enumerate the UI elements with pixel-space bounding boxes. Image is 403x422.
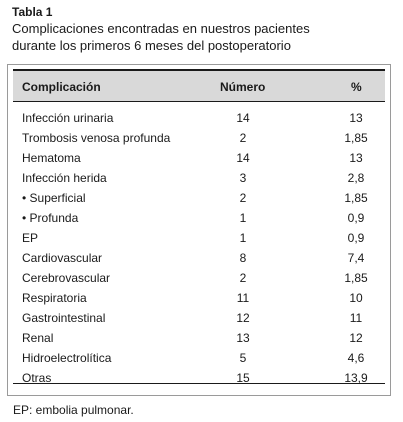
table-row: Otras 15 13,9 bbox=[13, 368, 385, 388]
cell-complication: Infección herida bbox=[22, 171, 107, 185]
cell-percent: 13,9 bbox=[344, 371, 368, 385]
complications-table: Complicación Número % Infección urinaria… bbox=[7, 64, 391, 396]
cell-complication: • Profunda bbox=[22, 211, 79, 225]
header-complication: Complicación bbox=[22, 80, 101, 94]
cell-percent: 7,4 bbox=[347, 251, 365, 265]
cell-percent: 4,6 bbox=[347, 351, 365, 365]
cell-percent: 0,9 bbox=[347, 231, 365, 245]
cell-percent: 13 bbox=[349, 151, 363, 165]
table-row: • Superficial 2 1,85 bbox=[13, 188, 385, 208]
table-row: • Profunda 1 0,9 bbox=[13, 208, 385, 228]
header-number: Número bbox=[220, 80, 266, 94]
table-row: Gastrointestinal 12 11 bbox=[13, 308, 385, 328]
table-footnote: EP: embolia pulmonar. bbox=[13, 403, 134, 417]
cell-complication: Cerebrovascular bbox=[22, 271, 111, 285]
cell-percent: 12 bbox=[349, 331, 363, 345]
cell-complication: Respiratoria bbox=[22, 291, 87, 305]
cell-number: 2 bbox=[239, 131, 247, 145]
cell-complication: Renal bbox=[22, 331, 54, 345]
table-row: Hematoma 14 13 bbox=[13, 148, 385, 168]
cell-number: 1 bbox=[239, 211, 247, 225]
cell-number: 2 bbox=[239, 191, 247, 205]
table-row: Renal 13 12 bbox=[13, 328, 385, 348]
cell-percent: 10 bbox=[349, 291, 363, 305]
cell-number: 5 bbox=[239, 351, 247, 365]
cell-complication: Cardiovascular bbox=[22, 251, 103, 265]
cell-percent: 0,9 bbox=[347, 211, 365, 225]
cell-number: 14 bbox=[236, 151, 250, 165]
table-header: Complicación Número % bbox=[13, 69, 385, 102]
header-percent: % bbox=[351, 80, 362, 94]
cell-percent: 11 bbox=[349, 311, 363, 325]
cell-number: 3 bbox=[239, 171, 247, 185]
cell-number: 12 bbox=[236, 311, 250, 325]
cell-percent: 2,8 bbox=[347, 171, 365, 185]
cell-number: 15 bbox=[236, 371, 250, 385]
table-row: Trombosis venosa profunda 2 1,85 bbox=[13, 128, 385, 148]
cell-complication: Infección urinaria bbox=[22, 111, 114, 125]
cell-percent: 13 bbox=[349, 111, 363, 125]
cell-number: 13 bbox=[236, 331, 250, 345]
table-row: Infección urinaria 14 13 bbox=[13, 108, 385, 128]
table-row: Cerebrovascular 2 1,85 bbox=[13, 268, 385, 288]
cell-number: 11 bbox=[236, 291, 250, 305]
cell-percent: 1,85 bbox=[344, 131, 368, 145]
cell-complication: Trombosis venosa profunda bbox=[22, 131, 171, 145]
table-row: EP 1 0,9 bbox=[13, 228, 385, 248]
table-row: Infección herida 3 2,8 bbox=[13, 168, 385, 188]
table-title-line-1: Complicaciones encontradas en nuestros p… bbox=[12, 21, 310, 36]
cell-complication: • Superficial bbox=[22, 191, 86, 205]
table-row: Hidroelectrolítica 5 4,6 bbox=[13, 348, 385, 368]
cell-number: 8 bbox=[239, 251, 247, 265]
cell-number: 2 bbox=[239, 271, 247, 285]
table-title-line-2: durante los primeros 6 meses del postope… bbox=[12, 38, 291, 53]
cell-percent: 1,85 bbox=[344, 191, 368, 205]
cell-complication: Hematoma bbox=[22, 151, 81, 165]
table-caption: Tabla 1 Complicaciones encontradas en nu… bbox=[12, 4, 397, 54]
cell-complication: EP bbox=[22, 231, 39, 245]
cell-number: 1 bbox=[239, 231, 247, 245]
cell-percent: 1,85 bbox=[344, 271, 368, 285]
table-row: Respiratoria 11 10 bbox=[13, 288, 385, 308]
table-label: Tabla 1 bbox=[12, 5, 53, 19]
cell-complication: Otras bbox=[22, 371, 52, 385]
cell-complication: Gastrointestinal bbox=[22, 311, 106, 325]
table-row: Cardiovascular 8 7,4 bbox=[13, 248, 385, 268]
cell-number: 14 bbox=[236, 111, 250, 125]
cell-complication: Hidroelectrolítica bbox=[22, 351, 112, 365]
table-body: Infección urinaria 14 13 Trombosis venos… bbox=[13, 108, 385, 388]
table-bottom-rule bbox=[13, 383, 385, 384]
